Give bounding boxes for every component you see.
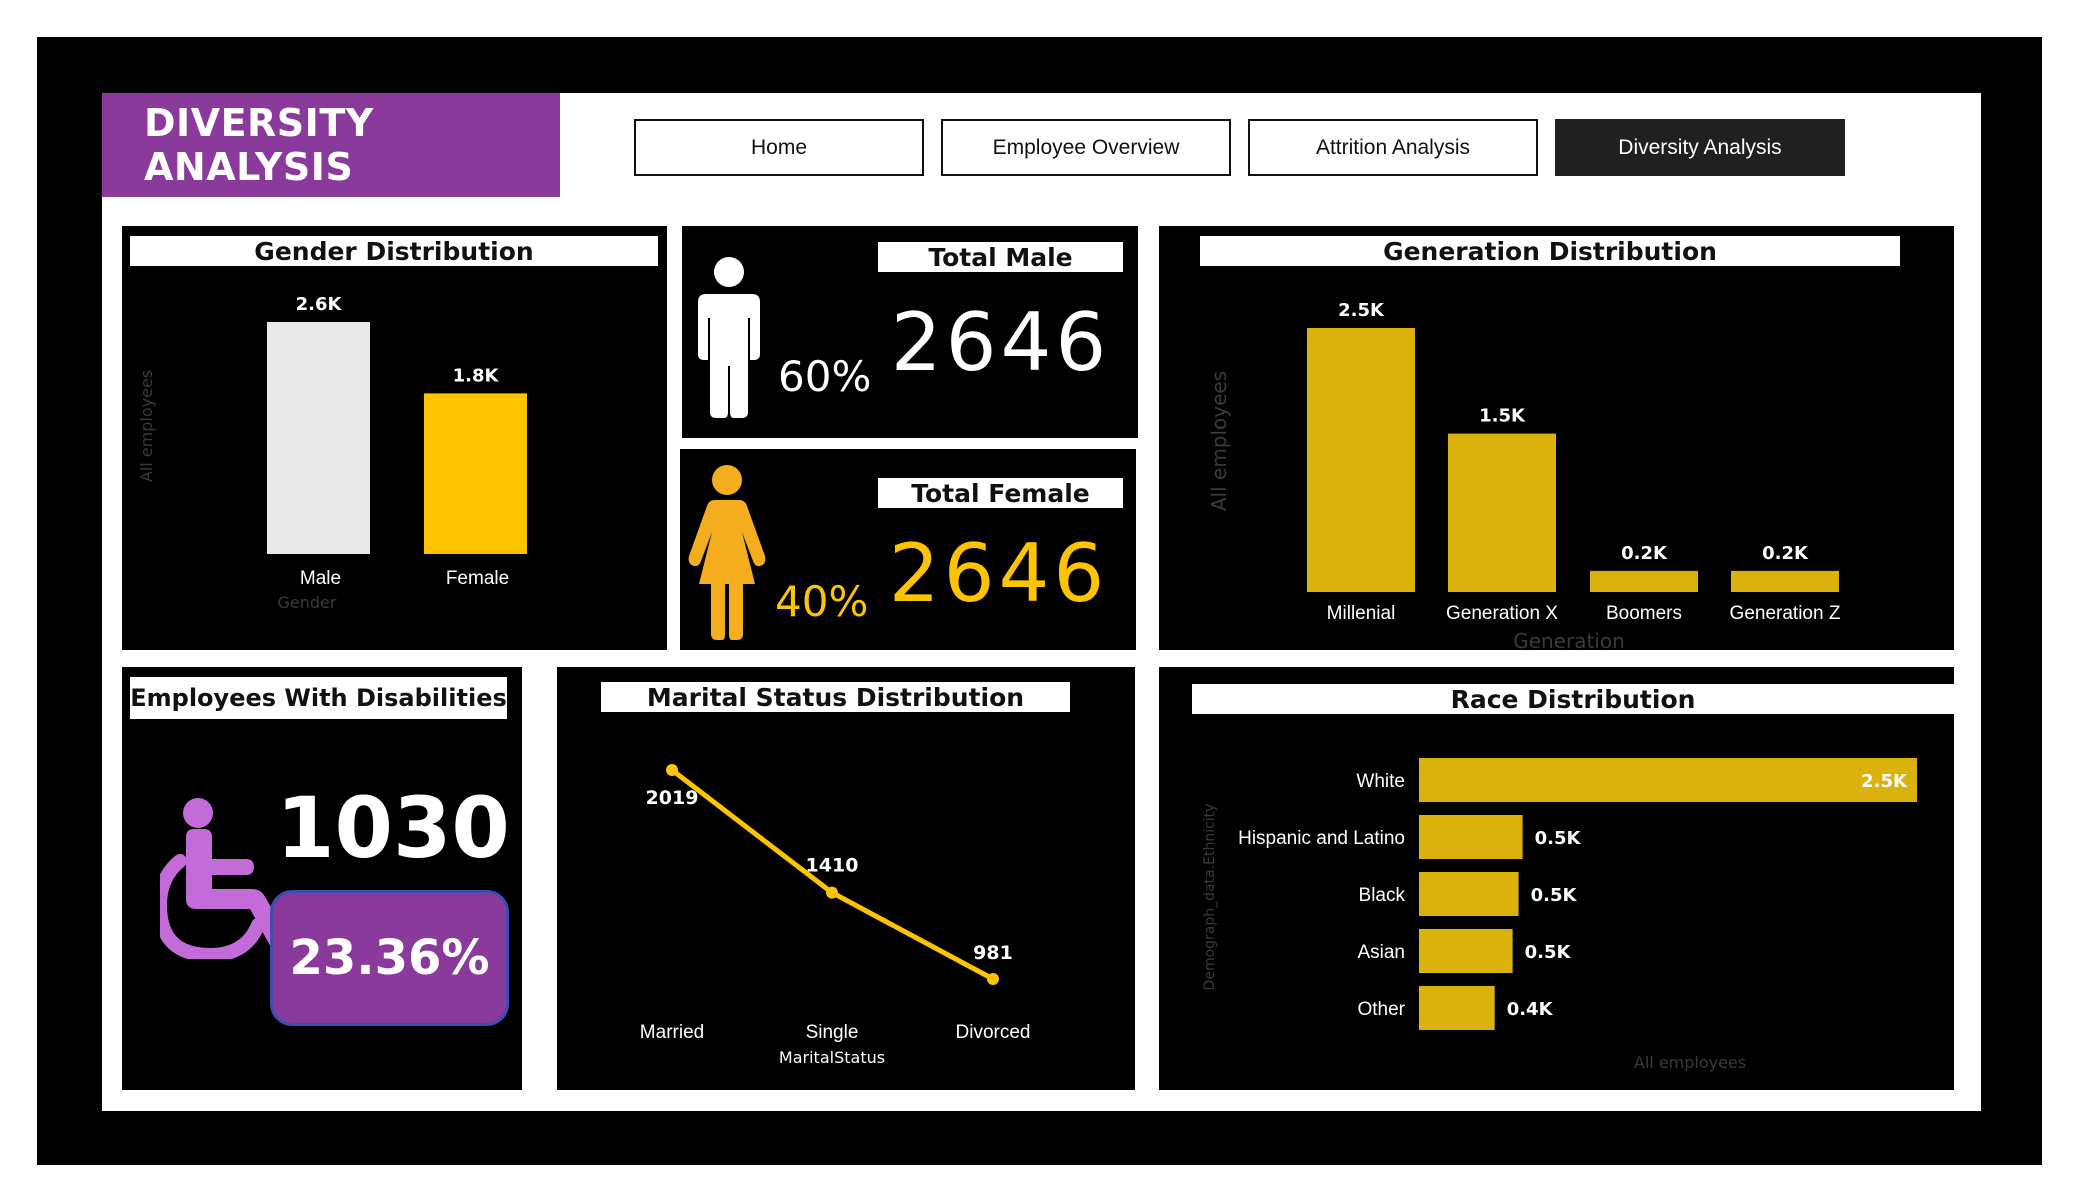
marital-x-axis-label: MaritalStatus xyxy=(779,1048,885,1067)
gender-chart-svg: 2.6K Male 1.8K Female Gender All employees xyxy=(137,294,527,612)
marital-status-panel: Marital Status Distribution 2019 Married 1… xyxy=(557,667,1135,1090)
male-person-icon xyxy=(698,257,760,418)
generation-bar-boomers xyxy=(1590,570,1698,592)
female-percent: 40% xyxy=(775,577,869,626)
marital-point-divorced xyxy=(987,973,999,985)
generation-bar-generation-z xyxy=(1731,570,1839,592)
marital-data-label-married: 2019 xyxy=(646,787,699,809)
race-y-axis-label: Demograph_data.Ethnicity xyxy=(1202,804,1218,991)
gender-tick-label-male: Male xyxy=(300,568,341,589)
page-title: DIVERSITY ANALYSIS xyxy=(102,93,560,197)
disabilities-panel: Employees With Disabilities 1030 23.36% xyxy=(122,667,522,1090)
generation-data-label-generation-z: 0.2K xyxy=(1762,543,1809,564)
race-bar-hispanic-and-latino xyxy=(1419,815,1523,859)
race-data-label-other: 0.4K xyxy=(1507,999,1554,1020)
race-bar-asian xyxy=(1419,929,1513,973)
generation-distribution-panel: Generation Distribution 2.5K Millenial 1.5… xyxy=(1159,226,1954,650)
race-tick-label-asian: Asian xyxy=(1357,942,1405,963)
marital-point-single xyxy=(826,886,838,899)
race-data-label-black: 0.5K xyxy=(1531,885,1578,906)
total-male-title: Total Male xyxy=(878,242,1123,272)
generation-data-label-boomers: 0.2K xyxy=(1621,543,1668,564)
female-person-icon xyxy=(688,465,766,640)
generation-x-axis-label: Generation xyxy=(1513,629,1625,650)
gender-bar-male xyxy=(267,322,370,554)
gender-distribution-panel: Gender Distribution 2.6K Male 1.8K Female Ge… xyxy=(122,226,667,650)
marital-chart-title: Marital Status Distribution xyxy=(601,682,1070,712)
gender-data-label-male: 2.6K xyxy=(296,294,343,315)
generation-chart-title: Generation Distribution xyxy=(1200,236,1900,266)
race-x-axis-label: All employees xyxy=(1634,1053,1746,1072)
generation-tick-label-generation-z: Generation Z xyxy=(1730,603,1841,624)
disabilities-percent-badge: 23.36% xyxy=(270,890,509,1026)
marital-tick-label-divorced: Divorced xyxy=(956,1022,1031,1043)
race-data-label-white: 2.5K xyxy=(1861,771,1908,792)
gender-x-axis-label: Gender xyxy=(278,593,337,612)
female-count: 2646 xyxy=(888,527,1109,620)
gender-chart-title: Gender Distribution xyxy=(130,236,658,266)
generation-tick-label-millenial: Millenial xyxy=(1327,603,1396,624)
generation-data-label-generation-x: 1.5K xyxy=(1479,406,1526,427)
generation-tick-label-boomers: Boomers xyxy=(1606,603,1682,624)
race-chart-title: Race Distribution xyxy=(1192,684,1954,714)
race-tick-label-hispanic-and-latino: Hispanic and Latino xyxy=(1238,828,1405,849)
wheelchair-icon xyxy=(160,798,317,959)
total-female-card: 40% Total Female 2646 xyxy=(680,449,1136,650)
marital-tick-label-married: Married xyxy=(640,1022,704,1043)
gender-data-label-female: 1.8K xyxy=(453,365,500,386)
nav-home-button[interactable]: Home xyxy=(634,119,924,176)
total-female-title: Total Female xyxy=(878,478,1123,508)
race-chart-svg: White 2.5K Hispanic and Latino 0.5K Black 0.5… xyxy=(1202,758,1917,1072)
disabilities-count: 1030 xyxy=(276,779,510,877)
generation-chart-svg: 2.5K Millenial 1.5K Generation X 0.2K Boomers… xyxy=(1207,300,1841,650)
marital-point-married xyxy=(666,764,678,776)
race-bar-other xyxy=(1419,986,1495,1030)
marital-data-label-divorced: 981 xyxy=(973,942,1013,964)
nav-employee-overview-button[interactable]: Employee Overview xyxy=(941,119,1231,176)
male-count: 2646 xyxy=(890,296,1111,389)
nav-attrition-analysis-button[interactable]: Attrition Analysis xyxy=(1248,119,1538,176)
marital-tick-label-single: Single xyxy=(806,1022,859,1043)
race-bar-white xyxy=(1419,758,1917,802)
race-tick-label-white: White xyxy=(1356,771,1405,792)
total-male-card: 60% Total Male 2646 xyxy=(682,226,1138,438)
race-data-label-hispanic-and-latino: 0.5K xyxy=(1535,828,1582,849)
nav-diversity-analysis-button[interactable]: Diversity Analysis xyxy=(1555,119,1845,176)
generation-bar-millenial xyxy=(1307,328,1415,592)
race-bar-black xyxy=(1419,872,1519,916)
disabilities-title: Employees With Disabilities xyxy=(130,677,507,719)
generation-bar-generation-x xyxy=(1448,433,1556,592)
gender-tick-label-female: Female xyxy=(446,568,509,589)
male-percent: 60% xyxy=(778,352,872,401)
gender-y-axis-label: All employees xyxy=(137,370,156,482)
generation-data-label-millenial: 2.5K xyxy=(1338,300,1385,321)
marital-chart-svg: 2019 Married 1410 Single 981 Divorced MaritalS… xyxy=(640,764,1031,1067)
generation-y-axis-label: All employees xyxy=(1207,371,1231,511)
race-distribution-panel: Race Distribution White 2.5K Hispanic and … xyxy=(1159,667,1954,1090)
generation-tick-label-generation-x: Generation X xyxy=(1446,603,1558,624)
race-data-label-asian: 0.5K xyxy=(1525,942,1572,963)
gender-bar-female xyxy=(424,393,527,554)
race-tick-label-black: Black xyxy=(1359,885,1406,906)
marital-data-label-single: 1410 xyxy=(806,855,859,877)
race-tick-label-other: Other xyxy=(1357,999,1405,1020)
